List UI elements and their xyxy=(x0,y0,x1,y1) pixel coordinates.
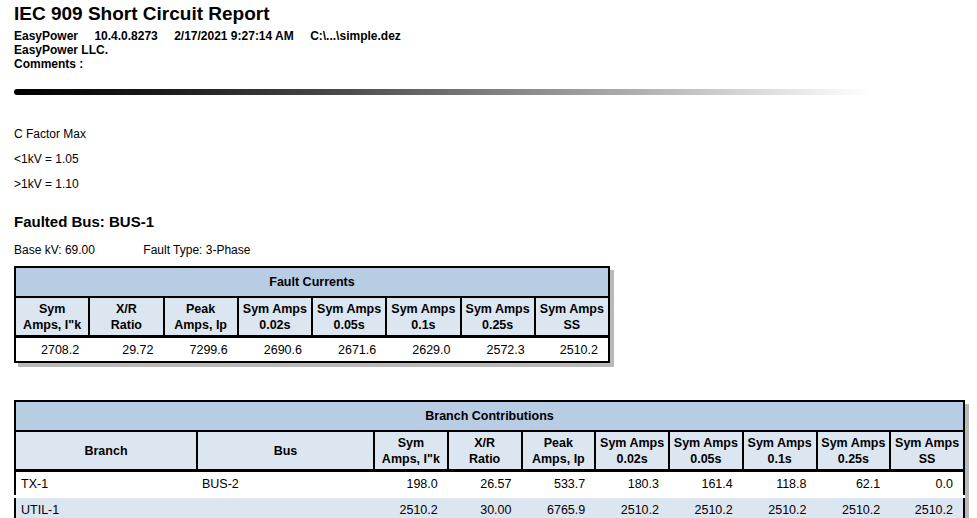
cell-sym-amps-ss: 2510.2 xyxy=(535,337,609,363)
column-header-sym-amps-01s: Sym Amps 0.1s xyxy=(743,431,817,471)
base-kv-label: Base kV: 69.00 xyxy=(14,243,95,257)
branch-row-util1: UTIL-1 2510.2 30.00 6765.9 2510.2 2510.2… xyxy=(15,497,964,518)
cell-peak-amps: 533.7 xyxy=(522,471,596,497)
cell-xr-ratio: 30.00 xyxy=(448,497,522,518)
column-header-sym-amps-025s: Sym Amps 0.25s xyxy=(817,431,891,471)
cell-sym-amps-ik: 2708.2 xyxy=(15,337,89,363)
cell-sym-amps-002s: 180.3 xyxy=(595,471,669,497)
column-header-sym-amps-025s: Sym Amps 0.25s xyxy=(461,297,535,337)
c-factor-section: C Factor Max <1kV = 1.05 >1kV = 1.10 xyxy=(14,127,977,191)
column-header-sym-amps-ss: Sym Amps SS xyxy=(535,297,609,337)
c-factor-gt1kv: >1kV = 1.10 xyxy=(14,177,977,191)
page-title: IEC 909 Short Circuit Report xyxy=(14,3,977,25)
column-header-xr-ratio: X/R Ratio xyxy=(89,297,163,337)
cell-sym-amps-ik: 198.0 xyxy=(374,471,448,497)
cell-sym-amps-005s: 2671.6 xyxy=(312,337,386,363)
branch-contributions-title-row: Branch Contributions xyxy=(15,401,964,431)
cell-xr-ratio: 29.72 xyxy=(89,337,163,363)
app-name: EasyPower xyxy=(14,29,78,43)
branch-contributions-table: Branch Contributions Branch Bus Sym Amps… xyxy=(14,400,965,518)
cell-sym-amps-025s: 62.1 xyxy=(817,471,891,497)
cell-sym-amps-01s: 2629.0 xyxy=(386,337,460,363)
fault-currents-header-row: Sym Amps, I"k X/R Ratio Peak Amps, Ip Sy… xyxy=(15,297,609,337)
report-page: IEC 909 Short Circuit Report EasyPower 1… xyxy=(0,0,977,518)
cell-sym-amps-ss: 2510.2 xyxy=(890,497,964,518)
fault-type-label: Fault Type: 3-Phase xyxy=(143,243,250,257)
fault-currents-title: Fault Currents xyxy=(15,267,609,297)
bus-info-line: Base kV: 69.00 Fault Type: 3-Phase xyxy=(14,243,977,257)
column-header-sym-amps-01s: Sym Amps 0.1s xyxy=(386,297,460,337)
cell-sym-amps-005s: 161.4 xyxy=(669,471,743,497)
column-header-sym-amps-002s: Sym Amps 0.02s xyxy=(595,431,669,471)
column-header-sym-amps-ik: Sym Amps, I"k xyxy=(15,297,89,337)
column-header-branch: Branch xyxy=(15,431,197,471)
faulted-bus-heading: Faulted Bus: BUS-1 xyxy=(14,213,977,230)
c-factor-lt1kv: <1kV = 1.05 xyxy=(14,152,977,166)
cell-sym-amps-025s: 2510.2 xyxy=(817,497,891,518)
column-header-peak-amps: Peak Amps, Ip xyxy=(522,431,596,471)
report-header: IEC 909 Short Circuit Report EasyPower 1… xyxy=(14,3,977,71)
report-meta-line: EasyPower 10.4.0.8273 2/17/2021 9:27:14 … xyxy=(14,29,977,43)
column-header-sym-amps-002s: Sym Amps 0.02s xyxy=(238,297,312,337)
column-header-sym-amps-005s: Sym Amps 0.05s xyxy=(669,431,743,471)
comments-label: Comments : xyxy=(14,57,977,71)
branch-contributions-title: Branch Contributions xyxy=(15,401,964,431)
branch-contributions-header-row: Branch Bus Sym Amps, I"k X/R Ratio Peak … xyxy=(15,431,964,471)
cell-bus-name: BUS-2 xyxy=(197,471,374,497)
fault-currents-table: Fault Currents Sym Amps, I"k X/R Ratio P… xyxy=(14,266,610,363)
column-header-xr-ratio: X/R Ratio xyxy=(448,431,522,471)
column-header-sym-amps-ik: Sym Amps, I"k xyxy=(374,431,448,471)
cell-branch-name: UTIL-1 xyxy=(15,497,197,518)
cell-sym-amps-002s: 2510.2 xyxy=(595,497,669,518)
branch-row-tx1: TX-1 BUS-2 198.0 26.57 533.7 180.3 161.4… xyxy=(15,471,964,497)
cell-peak-amps: 7299.6 xyxy=(164,337,238,363)
column-header-sym-amps-ss: Sym Amps SS xyxy=(890,431,964,471)
cell-sym-amps-ik: 2510.2 xyxy=(374,497,448,518)
app-version: 10.4.0.8273 xyxy=(94,29,157,43)
fault-currents-title-row: Fault Currents xyxy=(15,267,609,297)
c-factor-title: C Factor Max xyxy=(14,127,977,141)
fault-currents-data-row: 2708.2 29.72 7299.6 2690.6 2671.6 2629.0… xyxy=(15,337,609,363)
cell-peak-amps: 6765.9 xyxy=(522,497,596,518)
column-header-bus: Bus xyxy=(197,431,374,471)
cell-sym-amps-01s: 118.8 xyxy=(743,471,817,497)
cell-sym-amps-01s: 2510.2 xyxy=(743,497,817,518)
cell-branch-name: TX-1 xyxy=(15,471,197,497)
column-header-sym-amps-005s: Sym Amps 0.05s xyxy=(312,297,386,337)
cell-bus-name xyxy=(197,497,374,518)
report-content: IEC 909 Short Circuit Report EasyPower 1… xyxy=(0,0,977,518)
cell-sym-amps-005s: 2510.2 xyxy=(669,497,743,518)
report-file-path: C:\...\simple.dez xyxy=(310,29,401,43)
cell-sym-amps-025s: 2572.3 xyxy=(461,337,535,363)
report-datetime: 2/17/2021 9:27:14 AM xyxy=(174,29,294,43)
cell-sym-amps-002s: 2690.6 xyxy=(238,337,312,363)
company-name: EasyPower LLC. xyxy=(14,43,977,57)
column-header-peak-amps: Peak Amps, Ip xyxy=(164,297,238,337)
header-divider-bar xyxy=(14,89,872,95)
cell-xr-ratio: 26.57 xyxy=(448,471,522,497)
cell-sym-amps-ss: 0.0 xyxy=(890,471,964,497)
